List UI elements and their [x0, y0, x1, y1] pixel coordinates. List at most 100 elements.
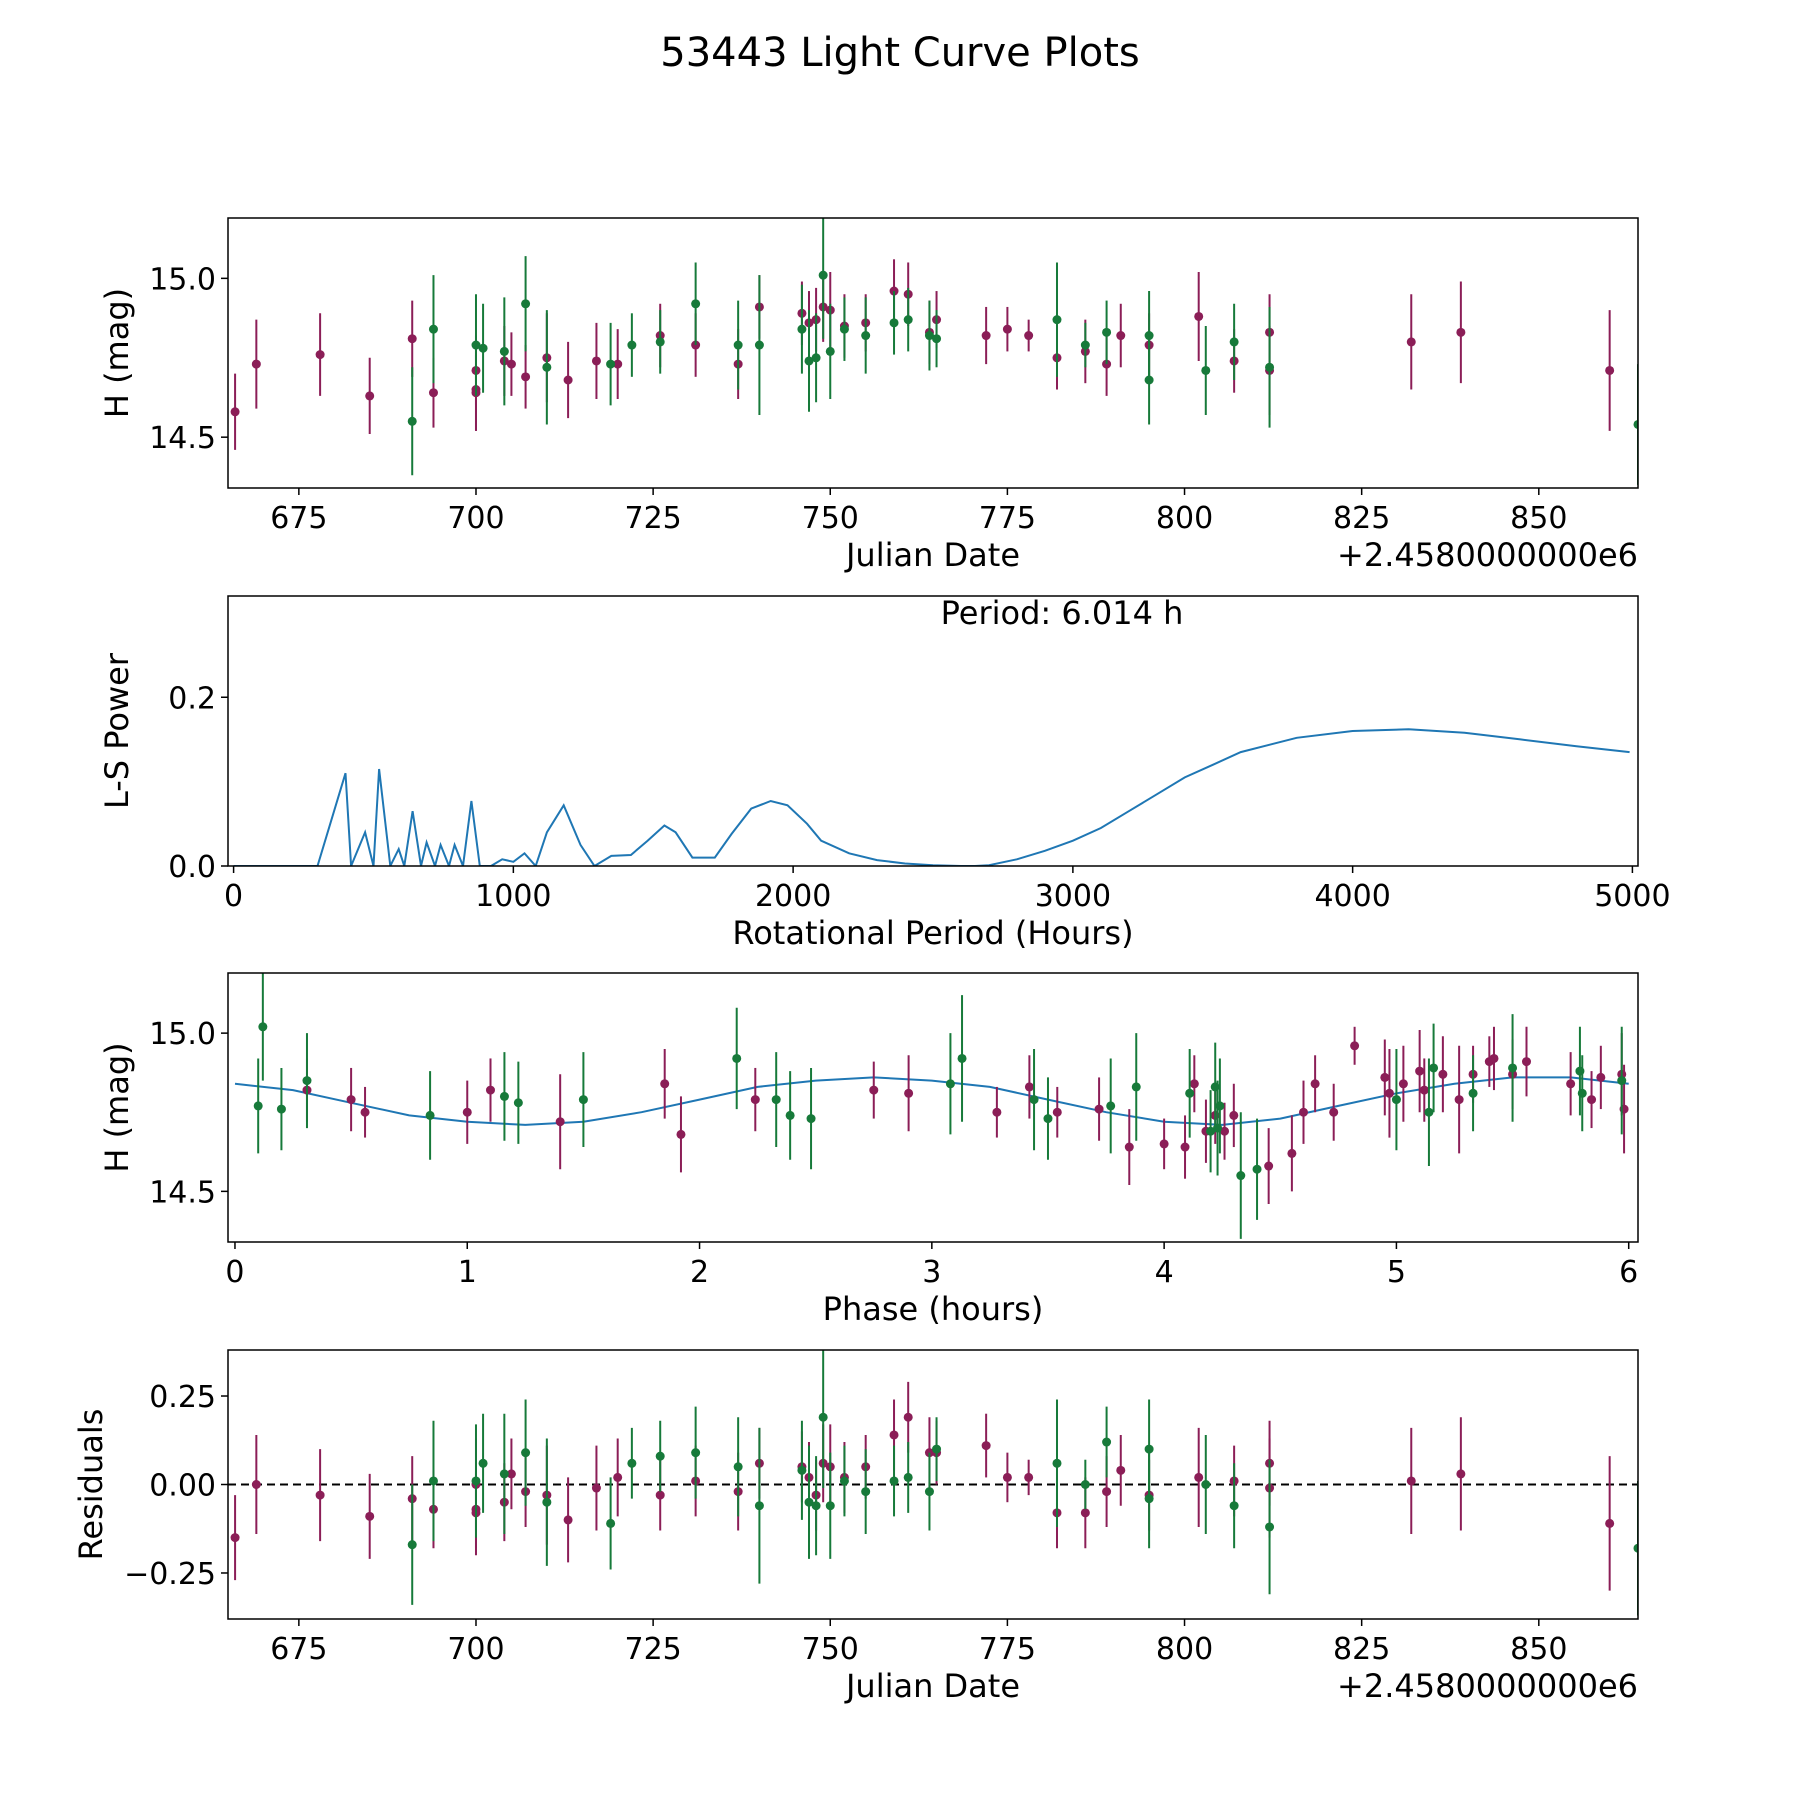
phasefold-g-band-point — [1468, 1088, 1478, 1098]
residuals-g-band-point — [542, 1497, 552, 1507]
lightcurve-r-band-point — [981, 331, 991, 341]
lightcurve-x-tick-label: 750 — [802, 501, 859, 536]
residuals-r-band-point — [1080, 1508, 1090, 1518]
residuals-g-band-point — [627, 1458, 637, 1468]
phasefold-r-band-point — [1398, 1079, 1408, 1089]
figure-title: 53443 Light Curve Plots — [660, 30, 1139, 76]
phasefold-r-band-point — [1419, 1085, 1429, 1095]
phasefold-g-band-point — [513, 1098, 523, 1108]
phasefold-r-band-point — [1310, 1079, 1320, 1089]
lightcurve-g-band-point — [861, 331, 871, 341]
lightcurve-r-band-point — [230, 407, 240, 417]
phasefold-x-tick-label: 2 — [690, 1255, 709, 1290]
periodogram-x-tick-label: 1000 — [475, 879, 551, 914]
lightcurve-r-band-point — [428, 388, 438, 398]
phasefold-g-band-point — [1617, 1076, 1627, 1086]
residuals-g-band-point — [1265, 1522, 1275, 1532]
lightcurve-r-band-point — [315, 350, 325, 360]
phasefold-r-band-point — [1438, 1069, 1448, 1079]
phasefold-g-band-point — [945, 1079, 955, 1089]
phasefold-g-band-point — [578, 1095, 588, 1105]
residuals-g-band-point — [932, 1444, 942, 1454]
residuals-g-band-point — [521, 1448, 531, 1458]
residuals-r-band-point — [1456, 1469, 1466, 1479]
residuals-g-band-point — [655, 1451, 665, 1461]
phasefold-x-tick-label: 5 — [1387, 1255, 1406, 1290]
residuals-x-tick-label: 725 — [624, 1632, 681, 1667]
residuals-r-band-point — [251, 1480, 261, 1489]
residuals-r-band-point — [1024, 1472, 1034, 1482]
phasefold-r-band-point — [346, 1095, 356, 1105]
residuals-r-band-point — [981, 1441, 991, 1451]
lightcurve-x-tick-label: 700 — [447, 501, 504, 536]
phasefold-g-band-point — [1185, 1088, 1195, 1098]
lightcurve-r-band-point — [1605, 365, 1615, 375]
lightcurve-y-tick-label: 14.5 — [149, 421, 216, 456]
lightcurve-g-band-point — [924, 331, 934, 341]
residuals-g-band-point — [861, 1487, 871, 1497]
residuals-g-band-point — [471, 1476, 481, 1486]
lightcurve-x-offset-label: +2.4580000000e6 — [1337, 536, 1638, 574]
lightcurve-g-band-point — [627, 340, 637, 350]
phasefold-r-band-point — [869, 1085, 879, 1095]
phasefold-x-tick-label: 4 — [1155, 1255, 1174, 1290]
phasefold-r-band-point — [1180, 1142, 1190, 1152]
phasefold-r-band-point — [1489, 1053, 1499, 1063]
periodogram-y-tick-label: 0.2 — [168, 681, 216, 716]
lightcurve-g-band-point — [606, 359, 616, 369]
phasefold-g-band-point — [1577, 1088, 1587, 1098]
phasefold-x-tick-label: 1 — [458, 1255, 477, 1290]
residuals-g-band-point — [1080, 1480, 1090, 1489]
lightcurve-r-band-point — [506, 359, 516, 369]
residuals-g-band-point — [1052, 1458, 1062, 1468]
lightcurve-r-band-point — [1194, 311, 1204, 321]
phasefold-g-band-point — [425, 1110, 435, 1120]
residuals-g-band-point — [1201, 1480, 1211, 1489]
phasefold-g-band-point — [499, 1091, 509, 1101]
residuals-g-band-point — [1633, 1543, 1638, 1553]
phasefold-g-band-point — [1106, 1101, 1116, 1111]
lightcurve-axes-frame — [227, 217, 1639, 489]
residuals-g-band-point — [478, 1458, 488, 1468]
lightcurve-g-band-point — [797, 324, 807, 334]
phasefold-y-tick-label: 15.0 — [149, 1017, 216, 1052]
lightcurve-r-band-point — [613, 359, 623, 369]
periodogram-y-tick-label: 0.0 — [168, 850, 216, 885]
period-annotation: Period: 6.014 h — [941, 594, 1184, 632]
residuals-r-band-point — [655, 1490, 665, 1500]
residuals-r-band-point — [563, 1515, 573, 1525]
lightcurve-r-band-point — [1024, 331, 1034, 341]
phasefold-x-tick-label: 6 — [1619, 1255, 1638, 1290]
phasefold-r-band-point — [1454, 1095, 1464, 1105]
residuals-y-tick-label: 0.25 — [149, 1380, 216, 1415]
phasefold-r-band-point — [676, 1129, 686, 1139]
lightcurve-r-band-point — [1456, 327, 1466, 337]
phasefold-r-band-point — [462, 1107, 472, 1117]
residuals-g-band-point — [1144, 1444, 1154, 1454]
phasefold-r-band-point — [1380, 1072, 1390, 1082]
phasefold-r-band-point — [1522, 1057, 1532, 1067]
lightcurve-x-tick-label: 675 — [270, 501, 327, 536]
residuals-g-band-point — [754, 1501, 764, 1511]
phasefold-r-band-point — [1287, 1148, 1297, 1158]
residuals-x-tick-label: 750 — [802, 1632, 859, 1667]
lightcurve-g-band-point — [1633, 419, 1638, 429]
residuals-x-tick-label: 825 — [1333, 1632, 1390, 1667]
phasefold-x-axis-label: Phase (hours) — [823, 1290, 1044, 1328]
lightcurve-y-tick-label: 15.0 — [149, 262, 216, 297]
phasefold-g-band-point — [1236, 1171, 1246, 1181]
phasefold-r-band-point — [1299, 1107, 1309, 1117]
residuals-r-band-point — [889, 1430, 899, 1440]
lightcurve-g-band-point — [542, 362, 552, 372]
phasefold-r-band-point — [1220, 1126, 1230, 1136]
phasefold-g-band-point — [302, 1076, 312, 1086]
phasefold-r-band-point — [1596, 1072, 1606, 1082]
phasefold-r-band-point — [1229, 1110, 1239, 1120]
lightcurve-x-tick-label: 775 — [979, 501, 1036, 536]
phasefold-r-band-point — [1159, 1139, 1169, 1149]
phasefold-r-band-point — [750, 1095, 760, 1105]
phasefold-g-band-point — [957, 1053, 967, 1063]
residuals-r-band-point — [1116, 1465, 1126, 1475]
phasefold-g-band-point — [258, 1022, 268, 1032]
